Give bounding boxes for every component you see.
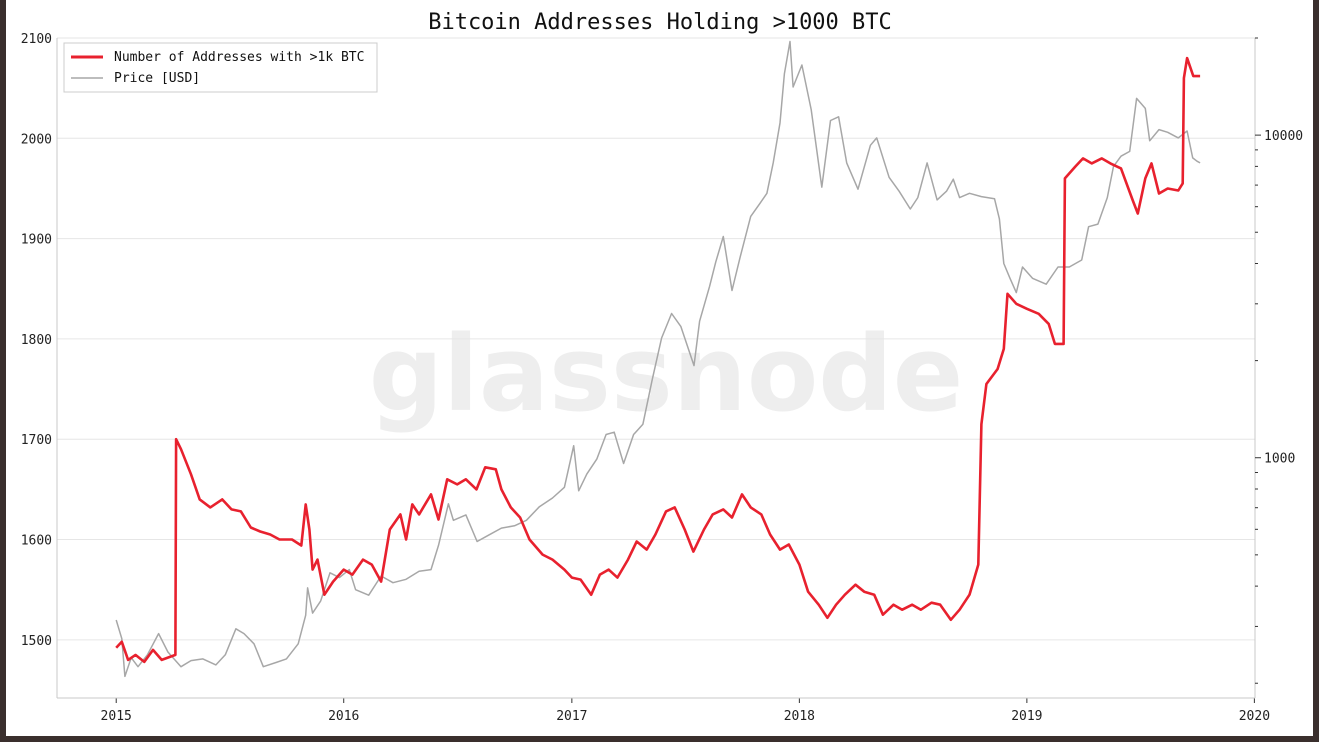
y-tick-label-left: 2100 <box>21 32 52 47</box>
legend-box <box>63 42 378 93</box>
y-tick-label-left: 1800 <box>21 333 52 348</box>
x-tick-label: 2019 <box>1011 709 1042 724</box>
legend-label-addresses: Number of Addresses with >1k BTC <box>114 50 364 65</box>
series-lines <box>115 40 1201 678</box>
axes <box>56 37 1261 703</box>
x-tick-label: 2017 <box>556 709 587 724</box>
y-tick-label-left: 1500 <box>21 634 52 649</box>
series-line-addresses <box>115 56 1201 664</box>
y-tick-label-left: 2000 <box>21 132 52 147</box>
gridlines <box>57 37 1255 641</box>
watermark-logo: glassnode <box>369 313 964 435</box>
series-line-price <box>115 40 1201 678</box>
legend: Number of Addresses with >1k BTC Price [… <box>63 42 378 93</box>
x-tick-label: 2018 <box>784 709 815 724</box>
x-tick-label: 2015 <box>101 709 132 724</box>
chart-canvas: Bitcoin Addresses Holding >1000 BTC glas… <box>21 10 1303 724</box>
chart-frame: Bitcoin Addresses Holding >1000 BTC glas… <box>6 0 1313 736</box>
tick-labels: 1500 1600 1700 1800 1900 2000 2100 2015 2016 2017… <box>21 32 1303 724</box>
legend-label-price: Price [USD] <box>114 71 200 86</box>
y-tick-label-left: 1700 <box>21 433 52 448</box>
x-tick-label: 2020 <box>1239 709 1270 724</box>
x-tick-label: 2016 <box>328 709 359 724</box>
y-tick-label-right: 10000 <box>1264 129 1303 144</box>
y-tick-label-left: 1900 <box>21 233 52 248</box>
y-tick-label-left: 1600 <box>21 534 52 549</box>
y-tick-label-right: 1000 <box>1264 452 1295 467</box>
chart-title: Bitcoin Addresses Holding >1000 BTC <box>428 10 892 35</box>
